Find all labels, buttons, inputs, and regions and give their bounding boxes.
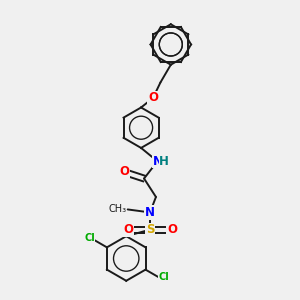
Text: S: S [146, 223, 154, 236]
Text: O: O [148, 92, 158, 104]
Text: O: O [123, 223, 133, 236]
Text: N: N [145, 206, 155, 219]
Text: Cl: Cl [84, 233, 95, 243]
Text: N: N [153, 155, 163, 168]
Text: O: O [167, 223, 177, 236]
Text: Cl: Cl [158, 272, 169, 282]
Text: O: O [119, 165, 129, 178]
Text: CH₃: CH₃ [108, 204, 126, 214]
Text: H: H [159, 155, 169, 168]
